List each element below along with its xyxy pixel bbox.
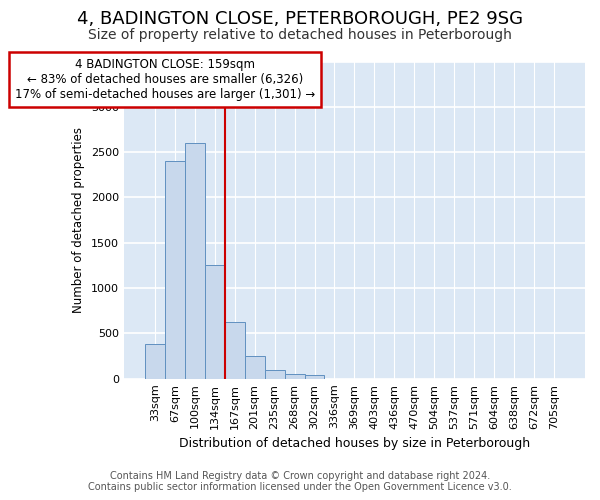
Bar: [224, 322, 245, 379]
Bar: [145, 344, 165, 379]
Bar: [205, 266, 224, 379]
X-axis label: Distribution of detached houses by size in Peterborough: Distribution of detached houses by size …: [179, 437, 530, 450]
Bar: [305, 375, 325, 379]
Text: Contains HM Land Registry data © Crown copyright and database right 2024.
Contai: Contains HM Land Registry data © Crown c…: [88, 471, 512, 492]
Bar: [284, 374, 305, 379]
Bar: [165, 161, 185, 379]
Text: 4 BADINGTON CLOSE: 159sqm
← 83% of detached houses are smaller (6,326)
17% of se: 4 BADINGTON CLOSE: 159sqm ← 83% of detac…: [14, 58, 315, 101]
Bar: [245, 356, 265, 379]
Text: Size of property relative to detached houses in Peterborough: Size of property relative to detached ho…: [88, 28, 512, 42]
Bar: [265, 370, 284, 379]
Bar: [185, 143, 205, 379]
Text: 4, BADINGTON CLOSE, PETERBOROUGH, PE2 9SG: 4, BADINGTON CLOSE, PETERBOROUGH, PE2 9S…: [77, 10, 523, 28]
Y-axis label: Number of detached properties: Number of detached properties: [73, 127, 85, 313]
